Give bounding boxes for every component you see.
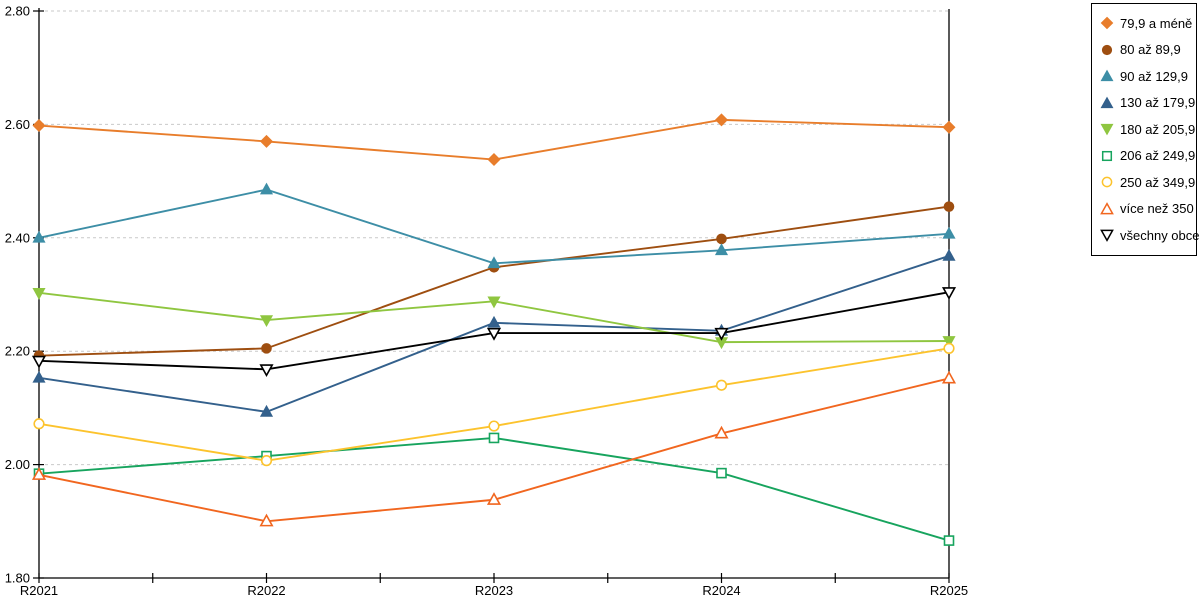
data-point [942,248,956,261]
x-tick-label: R2025 [930,583,968,598]
data-point [487,296,501,309]
data-point [715,379,728,391]
data-point [259,315,274,328]
data-point [488,432,500,444]
data-point [941,370,957,384]
x-tick-label: R2021 [20,583,58,598]
chart-legend: 79,9 a méně 80 až 89,9 90 až 129,9 130 až 1… [1091,3,1200,256]
x-tick-label: R2022 [247,583,285,598]
y-tick-label: 2.80 [5,4,30,19]
legend-label: 80 až 89,9 [1120,42,1181,58]
data-point [487,153,501,167]
legend-item: 79,9 a méně [1100,10,1196,37]
data-point [943,535,955,546]
data-point [32,370,46,383]
data-point [32,119,46,133]
data-point [261,343,272,354]
legend-label: 130 až 179,9 [1120,95,1196,111]
legend-item: 206 až 249,9 [1100,143,1196,170]
triangle-down-marker-icon [1100,124,1114,136]
data-point [259,364,274,377]
legend-item: více než 350 [1100,196,1196,223]
data-point [488,420,500,432]
data-point [716,233,727,245]
data-point [486,492,502,505]
data-point [942,226,956,239]
data-point [259,182,274,195]
triangle-down-marker-icon [1100,229,1114,243]
square-marker-icon [1101,150,1113,161]
legend-item: 130 až 179,9 [1100,90,1196,117]
circle-marker-icon [1101,176,1113,188]
triangle-up-marker-icon [1100,69,1114,82]
legend-label: všechny obce [1120,227,1200,243]
data-point [486,327,502,341]
legend-item: 250 až 349,9 [1100,169,1196,196]
data-point [487,315,501,328]
data-point [714,425,729,439]
data-point [260,455,273,467]
y-tick-label: 1.80 [5,571,30,586]
y-tick-label: 2.00 [5,457,30,472]
legend-label: 90 až 129,9 [1120,68,1188,84]
data-point [259,513,274,527]
y-tick-label: 2.40 [5,230,30,245]
data-point [259,134,274,148]
legend-label: 250 až 349,9 [1120,174,1196,190]
data-point [32,287,46,300]
circle-marker-icon [1101,44,1113,55]
data-point [31,467,47,480]
data-point [943,342,955,354]
legend-item: 80 až 89,9 [1100,37,1196,64]
data-point [943,201,955,212]
legend-item: všechny obce [1100,222,1200,249]
data-point [259,404,274,417]
data-point [31,355,47,369]
legend-label: 180 až 205,9 [1120,121,1196,137]
data-point [714,113,729,127]
x-tick-label: R2023 [475,583,513,598]
legend-label: 79,9 a méně [1120,15,1193,31]
legend-label: 206 až 249,9 [1120,148,1196,164]
y-tick-label: 2.20 [5,344,30,359]
data-point [942,120,956,134]
data-point [32,230,46,243]
legend-item: 180 až 205,9 [1100,116,1196,143]
data-point [487,256,501,269]
y-tick-label: 2.60 [5,117,30,132]
triangle-up-marker-icon [1100,96,1114,108]
x-tick-label: R2024 [702,583,740,598]
data-point [942,336,956,349]
data-point [714,327,729,341]
data-point [941,287,957,300]
diamond-marker-icon [1100,16,1114,30]
triangle-up-marker-icon [1100,201,1114,215]
legend-label: více než 350 [1120,201,1194,217]
legend-item: 90 až 129,9 [1100,63,1196,90]
series-line [38,436,950,542]
data-point [714,243,729,256]
data-point [716,467,727,479]
data-point [33,418,45,430]
